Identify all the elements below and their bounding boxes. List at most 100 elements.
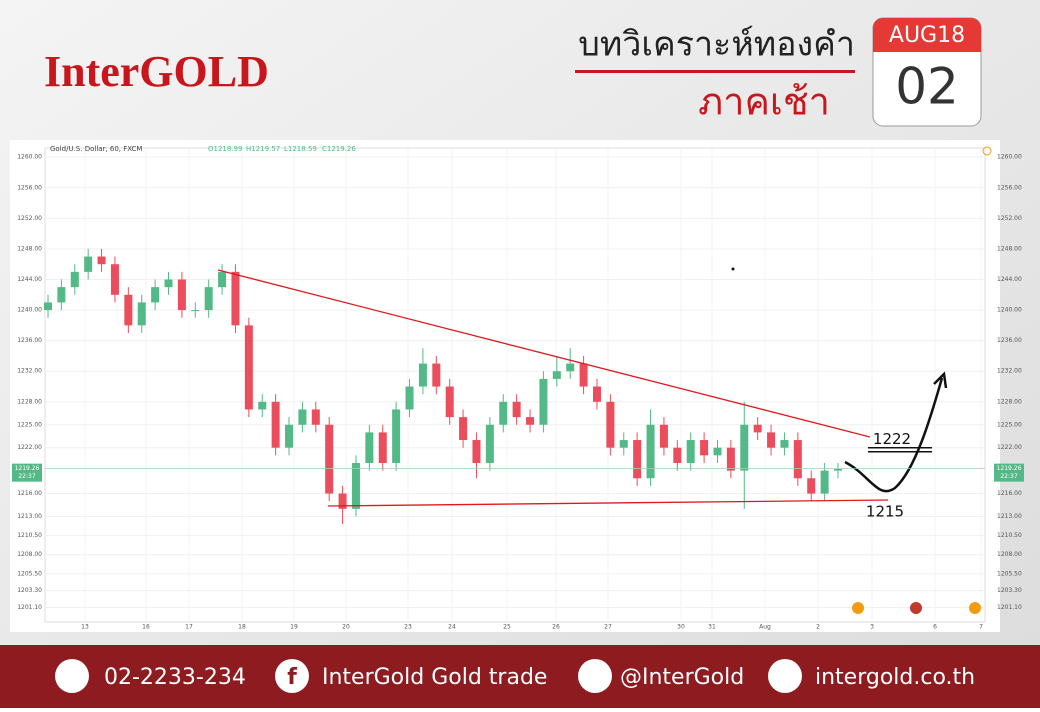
candle-body xyxy=(285,424,294,448)
candle-body xyxy=(606,401,615,448)
x-tick-label: 23 xyxy=(404,624,412,631)
title: บทวิเคราะห์ทองคำ xyxy=(578,25,855,65)
candle-body xyxy=(499,401,508,425)
y-tick-label: 1252.00 xyxy=(17,215,42,222)
countdown-label-right: 22:37 xyxy=(1000,473,1017,480)
candle-body xyxy=(392,409,401,463)
y-tick-label: 1225.00 xyxy=(17,421,42,428)
x-tick-label: 17 xyxy=(185,624,193,631)
y-tick-label-right: 1210.50 xyxy=(997,532,1022,539)
y-tick-label-right: 1260.00 xyxy=(997,154,1022,161)
candle-body xyxy=(432,363,441,387)
website: intergold.co.th xyxy=(815,665,975,690)
alert-icon xyxy=(982,146,992,156)
x-tick-label: Aug xyxy=(759,624,771,631)
y-tick-label-right: 1203.30 xyxy=(997,587,1022,594)
candle-body xyxy=(673,447,682,463)
candle-body xyxy=(365,432,374,463)
event-icon xyxy=(910,602,922,614)
y-tick-label: 1256.00 xyxy=(17,184,42,191)
y-tick-label-right: 1201.10 xyxy=(997,604,1022,611)
candle-body xyxy=(834,468,842,471)
ohlc-label: C1219.26 xyxy=(322,145,356,153)
candle-body xyxy=(713,447,722,456)
x-tick-label: 13 xyxy=(81,624,89,631)
y-tick-label: 1208.00 xyxy=(17,551,42,558)
candle-body xyxy=(445,386,454,418)
y-tick-label: 1213.00 xyxy=(17,513,42,520)
chart-panel xyxy=(10,140,1000,632)
x-tick-label: 31 xyxy=(708,624,716,631)
x-tick-label: 2 xyxy=(816,624,820,631)
last-price-label: 1219.26 xyxy=(15,465,40,472)
x-tick-label: 19 xyxy=(290,624,298,631)
candle-body xyxy=(244,325,253,410)
x-tick-label: 30 xyxy=(677,624,685,631)
candle-body xyxy=(204,287,213,311)
candle-body xyxy=(472,440,481,463)
chart-title: Gold/U.S. Dollar, 60, FXCM xyxy=(50,145,142,153)
candle-body xyxy=(726,447,735,471)
y-tick-label: 1232.00 xyxy=(17,368,42,375)
y-tick-label-right: 1228.00 xyxy=(997,398,1022,405)
last-price-label-right: 1219.26 xyxy=(997,465,1022,472)
calendar-top xyxy=(873,18,981,52)
candle-body xyxy=(110,264,119,295)
subtitle: ภาคเช้า xyxy=(698,80,830,124)
candle-body xyxy=(231,271,240,326)
line-icon xyxy=(578,659,612,693)
level-label: 1222 xyxy=(873,430,911,448)
candle-body xyxy=(526,417,535,425)
x-tick-label: 18 xyxy=(238,624,246,631)
candle-body xyxy=(137,302,146,326)
y-tick-label: 1222.00 xyxy=(17,444,42,451)
y-tick-label: 1248.00 xyxy=(17,245,42,252)
candle-body xyxy=(780,440,789,448)
logo: InterGOLD xyxy=(44,47,269,96)
candle-body xyxy=(459,417,468,441)
x-tick-label: 7 xyxy=(979,624,983,631)
candle-body xyxy=(258,401,267,410)
candle-body xyxy=(485,424,494,463)
candle-body xyxy=(311,409,320,425)
facebook: InterGold Gold trade xyxy=(322,665,547,690)
candle-body xyxy=(124,294,133,326)
ohlc-label: O1218.99 xyxy=(208,145,242,153)
candle-body xyxy=(740,424,749,471)
candle-body xyxy=(325,424,334,494)
candle-body xyxy=(44,302,52,311)
x-tick-label: 16 xyxy=(142,624,150,631)
candle-body xyxy=(177,279,186,311)
facebook-glyph: f xyxy=(287,665,297,690)
x-tick-label: 27 xyxy=(604,624,612,631)
calendar: AUG18 02 xyxy=(872,17,982,127)
candle-body xyxy=(151,287,160,303)
y-tick-label: 1236.00 xyxy=(17,337,42,344)
y-tick-label-right: 1222.00 xyxy=(997,444,1022,451)
web-icon xyxy=(768,659,802,693)
level-label: 1215 xyxy=(866,503,904,521)
candle-body xyxy=(298,409,307,425)
candle-body xyxy=(646,424,655,479)
candle-body xyxy=(97,256,106,265)
candle-body xyxy=(418,363,427,387)
candle-body xyxy=(767,432,776,448)
y-tick-label-right: 1232.00 xyxy=(997,368,1022,375)
y-tick-label: 1205.50 xyxy=(17,570,42,577)
ohlc-label: L1218.59 xyxy=(284,145,317,153)
y-tick-label: 1210.50 xyxy=(17,532,42,539)
y-tick-label-right: 1244.00 xyxy=(997,276,1022,283)
arrow-head xyxy=(933,371,948,389)
candle-body xyxy=(271,401,280,448)
candle-body xyxy=(633,440,642,479)
y-tick-label-right: 1208.00 xyxy=(997,551,1022,558)
candle-body xyxy=(218,271,227,288)
candle-body xyxy=(57,287,66,303)
y-tick-label: 1203.30 xyxy=(17,587,42,594)
dot xyxy=(731,267,735,271)
candle-body xyxy=(793,440,802,479)
y-tick-label-right: 1248.00 xyxy=(997,245,1022,252)
event-icon xyxy=(969,602,981,614)
candle-body xyxy=(405,386,414,410)
